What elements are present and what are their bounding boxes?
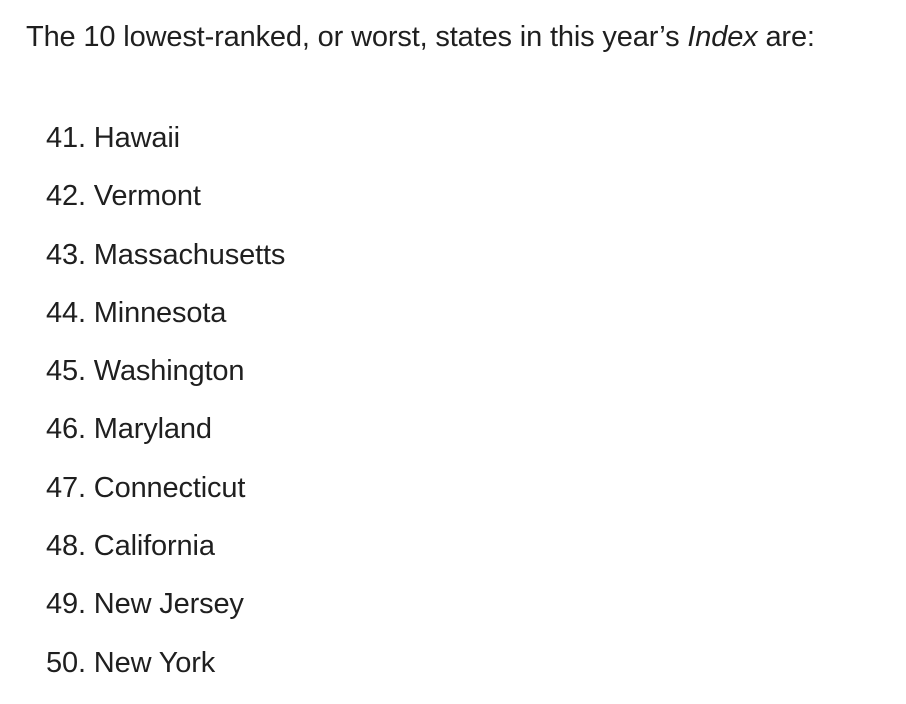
state-name: New Jersey — [93, 588, 244, 621]
rank-number: 42. — [46, 180, 86, 213]
state-name: Maryland — [93, 413, 212, 446]
list-item: 43. Massachusetts — [46, 233, 285, 291]
list-item: 41. Hawaii — [46, 116, 285, 174]
rank-number: 45. — [46, 355, 86, 388]
list-item: 50. New York — [46, 641, 285, 699]
rank-number: 47. — [46, 471, 86, 504]
state-name: Hawaii — [93, 122, 180, 154]
state-name: California — [93, 530, 215, 563]
list-item: 45. Washington — [46, 349, 285, 407]
list-item: 49. New Jersey — [46, 582, 285, 640]
state-name: New York — [93, 646, 216, 679]
lowest-ranked-states-list: 41. Hawaii 42. Vermont 43. Massachusetts… — [46, 116, 285, 699]
list-item: 44. Minnesota — [46, 291, 285, 349]
rank-number: 46. — [46, 413, 86, 446]
rank-number: 50. — [46, 646, 86, 679]
state-name: Vermont — [93, 180, 201, 213]
intro-text-after: are: — [757, 21, 815, 53]
state-name: Washington — [93, 355, 245, 388]
state-name: Massachusetts — [93, 238, 286, 271]
state-name: Minnesota — [93, 296, 227, 329]
list-item: 47. Connecticut — [46, 466, 285, 524]
index-emphasis: Index — [687, 21, 758, 53]
rank-number: 41. — [46, 122, 86, 154]
state-name: Connecticut — [93, 471, 246, 504]
rank-number: 49. — [46, 588, 86, 621]
rank-number: 43. — [46, 238, 86, 271]
rank-number: 48. — [46, 530, 86, 563]
list-item: 46. Maryland — [46, 407, 285, 465]
intro-sentence: The 10 lowest-ranked, or worst, states i… — [26, 15, 815, 59]
intro-text-before: The 10 lowest-ranked, or worst, states i… — [26, 21, 688, 53]
list-item: 48. California — [46, 524, 285, 582]
rank-number: 44. — [46, 296, 86, 329]
list-item: 42. Vermont — [46, 174, 285, 232]
